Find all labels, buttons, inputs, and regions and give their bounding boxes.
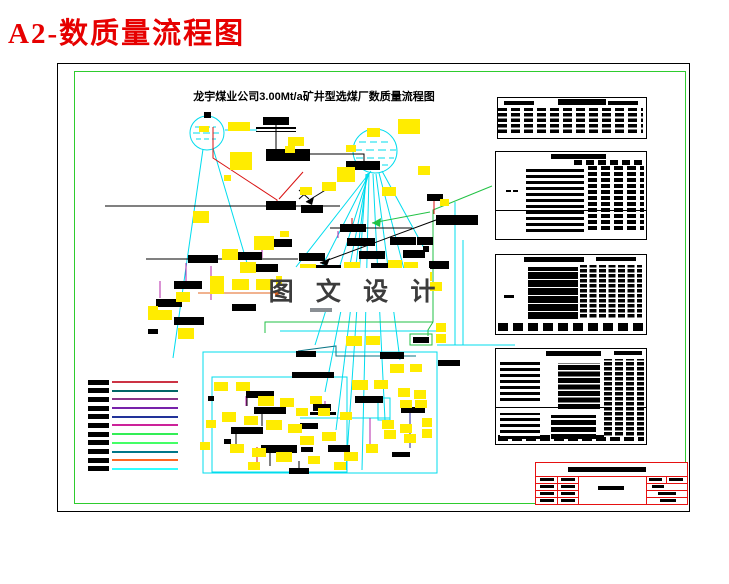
title-block <box>535 462 688 505</box>
legend-color-line <box>112 381 178 383</box>
legend-color-line <box>112 467 178 470</box>
legend-label-block <box>88 440 109 446</box>
green-flow-lines <box>264 185 493 346</box>
legend-color-line <box>112 398 178 401</box>
legend-item <box>88 396 178 402</box>
drawing-title: 龙宇煤业公司3.00Mt/a矿井型选煤厂数质量流程图 <box>193 91 435 103</box>
teal-flow-line <box>297 345 416 357</box>
data-table-4 <box>495 348 647 445</box>
legend-label-block <box>88 422 109 428</box>
legend-label-block <box>88 466 109 472</box>
legend-label-block <box>88 457 109 463</box>
drawing-outer-frame <box>57 63 690 512</box>
legend-item <box>88 466 178 472</box>
legend-color-line <box>112 415 178 418</box>
legend-color-line <box>112 433 178 436</box>
legend-item <box>88 414 178 420</box>
legend-color-line <box>112 441 178 444</box>
legend-color-line <box>112 407 178 410</box>
legend-item <box>88 431 178 437</box>
legend-color-line <box>112 424 178 427</box>
legend-item <box>88 457 178 463</box>
legend-label-block <box>88 414 109 420</box>
legend-label-block <box>88 449 109 454</box>
legend-label-block <box>88 379 109 385</box>
data-table-2 <box>495 151 647 240</box>
legend-label-block <box>88 388 109 394</box>
legend-item <box>88 440 178 446</box>
legend-color-line <box>112 450 178 453</box>
legend-label-block <box>88 396 109 402</box>
legend-item <box>88 449 178 455</box>
watermark-underline-mark <box>310 308 332 312</box>
data-table-1 <box>497 97 647 139</box>
page-title: A2-数质量流程图 <box>8 18 246 50</box>
label-highlights <box>148 119 449 470</box>
legend-item <box>88 379 178 385</box>
legend-item <box>88 388 178 394</box>
legend-color-line <box>112 459 178 462</box>
legend-color-line <box>112 389 178 392</box>
legend-item <box>88 405 178 411</box>
legend-label-block <box>88 431 109 437</box>
data-table-3 <box>495 254 647 335</box>
legend-item <box>88 422 178 428</box>
legend-label-block <box>88 405 109 411</box>
legend <box>88 379 178 472</box>
drawing-border <box>74 71 686 504</box>
watermark: 图 文 设 计 <box>269 268 435 312</box>
